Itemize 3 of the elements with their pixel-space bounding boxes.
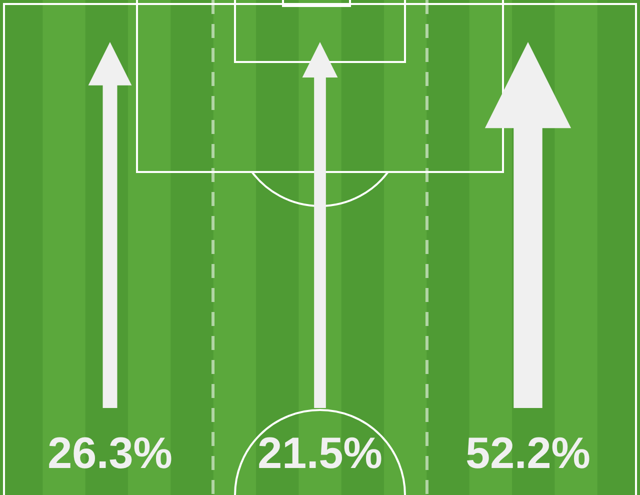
data-label: 26.3% bbox=[48, 429, 172, 478]
data-label: 21.5% bbox=[258, 429, 382, 478]
data-label: 52.2% bbox=[466, 429, 590, 478]
